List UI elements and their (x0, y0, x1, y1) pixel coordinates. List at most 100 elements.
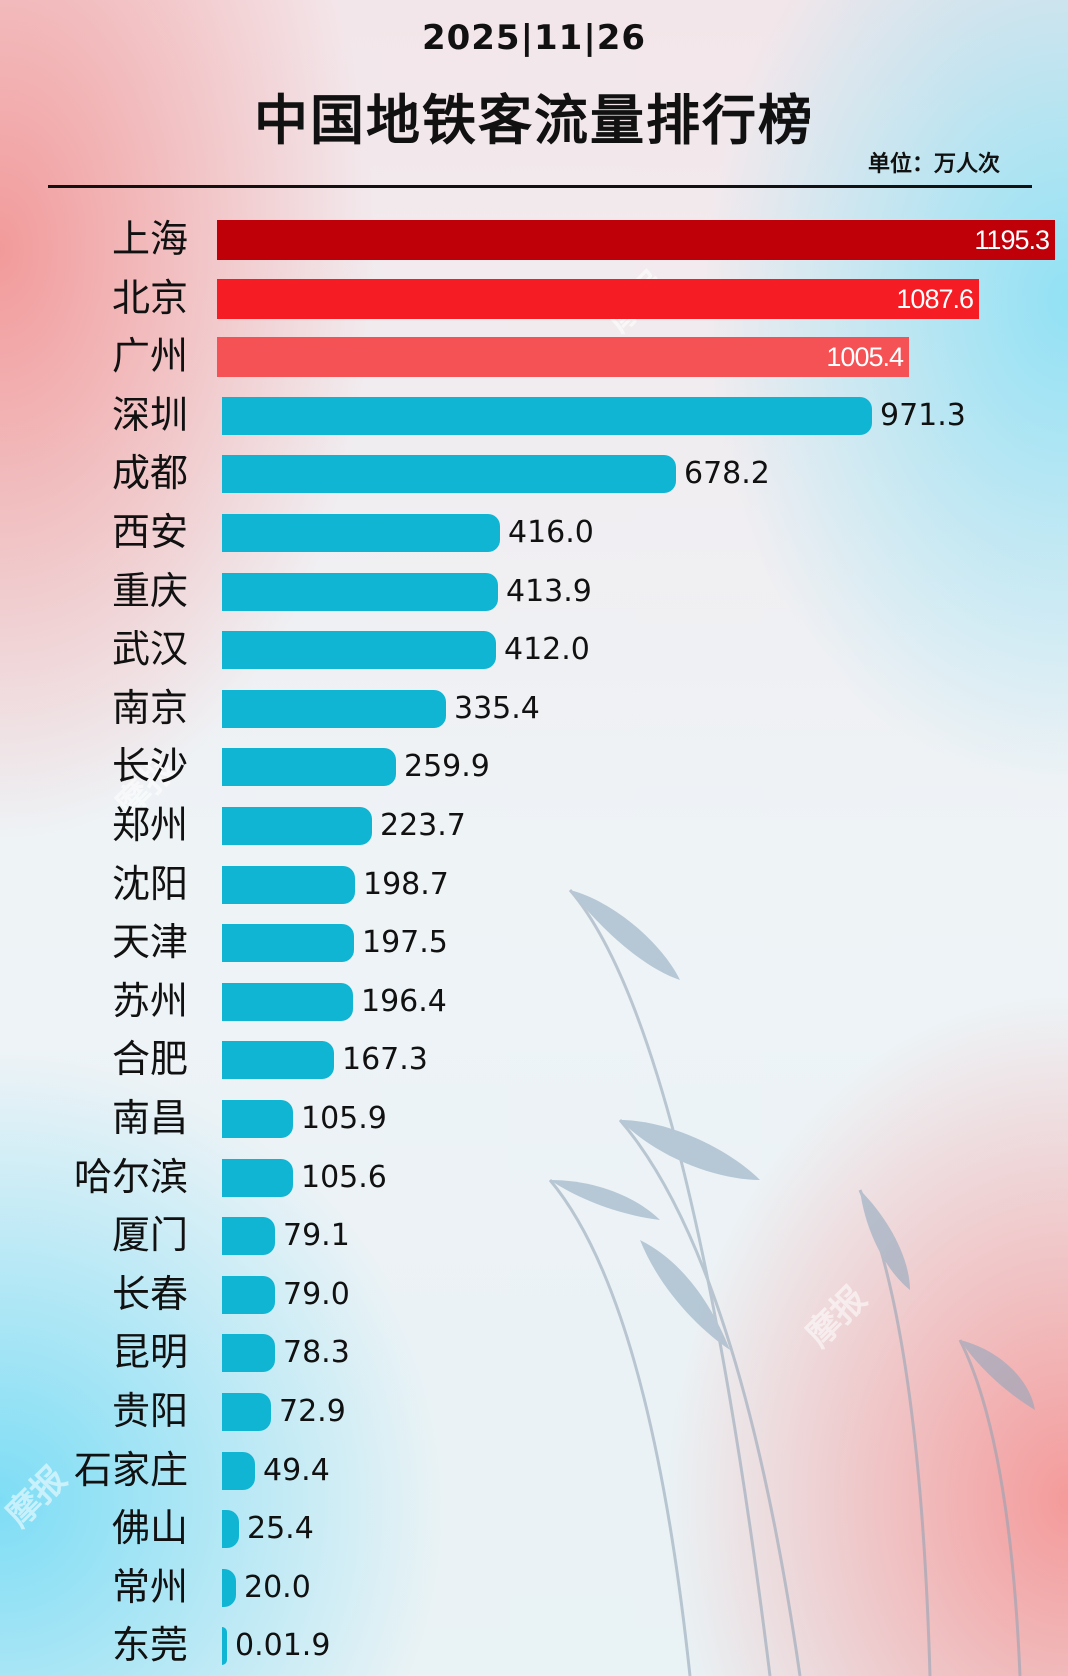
value-label: 79.1 (283, 1218, 350, 1254)
bar-row: 上海 1195.3 (0, 210, 1068, 268)
value-label: 20.0 (244, 1569, 311, 1605)
bar: 1087.6 (217, 278, 979, 319)
city-label: 沈阳 (111, 861, 188, 906)
chart-header: 2025|11|26 中国地铁客流量排行榜 单位：万人次 (0, 0, 1068, 190)
bar (222, 865, 355, 904)
bar (222, 1041, 334, 1080)
value-label: 72.9 (279, 1394, 346, 1429)
bar (222, 631, 496, 670)
bar-row: 石家庄 49.4 (0, 1441, 1068, 1499)
value-label: 413.9 (506, 573, 592, 609)
city-label: 合肥 (111, 1037, 188, 1082)
value-label: 1087.6 (896, 283, 974, 314)
city-label: 贵阳 (111, 1389, 188, 1433)
bar (222, 982, 353, 1021)
value-label: 678.2 (684, 456, 770, 492)
bar-row: 武汉 412.0 (0, 620, 1068, 678)
city-label: 东莞 (111, 1623, 188, 1668)
bar (222, 1510, 239, 1549)
value-label: 167.3 (342, 1042, 428, 1078)
value-label: 412.0 (504, 632, 590, 668)
value-label: 0.01.9 (235, 1628, 331, 1664)
bar-row: 长春 79.0 (0, 1265, 1068, 1323)
bar-row: 天津 197.5 (0, 913, 1068, 971)
value-label: 259.9 (404, 749, 490, 785)
bar-row: 哈尔滨 105.6 (0, 1148, 1068, 1206)
city-label: 厦门 (111, 1213, 188, 1258)
city-label: 石家庄 (73, 1447, 188, 1492)
value-label: 105.9 (301, 1101, 387, 1136)
bar (222, 1334, 275, 1373)
city-label: 武汉 (111, 627, 188, 672)
bar (222, 689, 446, 728)
city-label: 广州 (111, 334, 188, 379)
bar (222, 514, 500, 552)
bar-row: 沈阳 198.7 (0, 855, 1068, 913)
bar-row: 常州 20.0 (0, 1558, 1068, 1616)
bar-row: 广州 1005.4 (0, 327, 1068, 385)
bar-row: 南京 335.4 (0, 679, 1068, 737)
city-label: 南京 (111, 685, 188, 730)
bar-row: 东莞 0.01.9 (0, 1616, 1068, 1674)
bar (222, 396, 872, 435)
bar-row: 成都 678.2 (0, 444, 1068, 502)
bar-row: 北京 1087.6 (0, 269, 1068, 327)
bar-row: 深圳 971.3 (0, 386, 1068, 444)
bar-row: 西安 416.0 (0, 503, 1068, 561)
city-label: 深圳 (111, 392, 188, 437)
reed-illustration (548, 889, 1035, 1676)
city-label: 长春 (111, 1271, 188, 1316)
value-label: 105.6 (301, 1159, 387, 1195)
bar (222, 455, 676, 494)
value-label: 198.7 (363, 866, 449, 902)
value-label: 971.3 (880, 397, 966, 433)
city-label: 北京 (111, 275, 188, 320)
value-label: 196.4 (361, 983, 447, 1019)
value-label: 335.4 (454, 690, 540, 726)
bar-row: 佛山 25.4 (0, 1499, 1068, 1557)
city-label: 西安 (111, 510, 188, 554)
bar (222, 1158, 293, 1197)
bar-row: 昆明 78.3 (0, 1323, 1068, 1381)
value-label: 197.5 (362, 925, 448, 961)
value-label: 1195.3 (974, 225, 1050, 255)
city-label: 佛山 (111, 1506, 188, 1551)
bar (222, 1451, 255, 1490)
bar (222, 1568, 236, 1607)
bar (222, 1627, 227, 1666)
bar-row: 贵阳 72.9 (0, 1382, 1068, 1440)
city-label: 重庆 (111, 568, 188, 613)
bar-row: 合肥 167.3 (0, 1030, 1068, 1088)
value-label: 79.0 (283, 1276, 350, 1312)
value-label: 416.0 (508, 515, 594, 550)
date-label: 2025|11|26 (421, 18, 647, 58)
city-label: 南昌 (111, 1096, 188, 1140)
city-label: 上海 (111, 217, 188, 261)
value-label: 223.7 (380, 808, 466, 843)
unit-label: 单位：万人次 (867, 152, 1000, 177)
bar: 1005.4 (217, 337, 909, 378)
city-label: 哈尔滨 (73, 1154, 188, 1199)
bar (222, 1393, 271, 1431)
bar-row: 厦门 79.1 (0, 1206, 1068, 1264)
value-label: 1005.4 (826, 342, 904, 373)
bar-row: 长沙 259.9 (0, 737, 1068, 795)
bar (222, 572, 498, 611)
city-label: 昆明 (111, 1330, 188, 1375)
bar-row: 郑州 223.7 (0, 796, 1068, 854)
bar (222, 748, 396, 787)
bar (222, 1100, 293, 1138)
bar-row: 重庆 413.9 (0, 562, 1068, 620)
bar: 1195.3 (217, 220, 1055, 260)
bar-row: 南昌 105.9 (0, 1089, 1068, 1147)
city-label: 郑州 (111, 803, 188, 847)
city-label: 长沙 (111, 744, 188, 789)
value-label: 49.4 (263, 1452, 330, 1488)
city-label: 天津 (111, 920, 188, 965)
city-label: 成都 (111, 451, 188, 496)
bar-row: 苏州 196.4 (0, 972, 1068, 1030)
bar (222, 924, 354, 963)
bar (222, 1217, 275, 1256)
value-label: 25.4 (247, 1511, 314, 1547)
bar (222, 807, 372, 845)
